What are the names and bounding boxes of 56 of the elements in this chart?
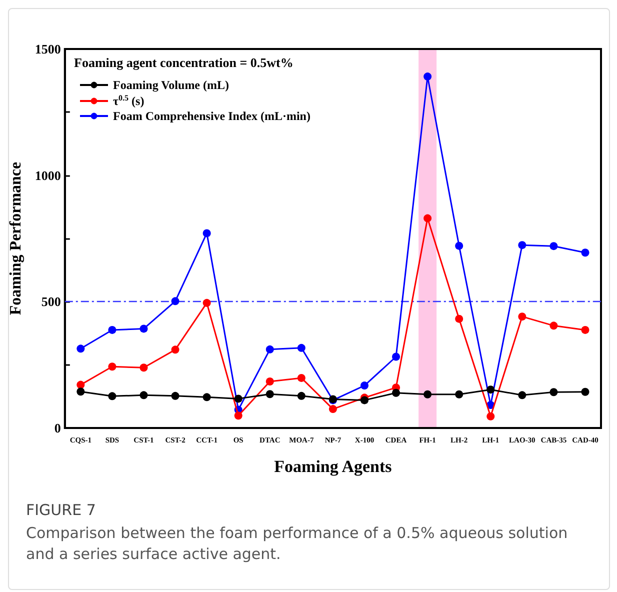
point — [234, 412, 242, 420]
annotation: Foaming agent concentration = 0.5wt% — [74, 55, 294, 70]
point — [581, 248, 590, 257]
point — [76, 344, 85, 353]
point — [234, 394, 242, 403]
point — [140, 324, 148, 333]
point — [455, 242, 464, 250]
point — [486, 386, 495, 394]
point — [76, 388, 85, 396]
point — [108, 326, 116, 334]
point — [140, 391, 148, 400]
point — [455, 314, 464, 323]
point — [171, 346, 180, 354]
point — [108, 392, 116, 400]
y-tick-label: 1000 — [34, 168, 61, 183]
y-axis-title: Foaming Performance — [8, 162, 24, 316]
x-axis-title: Foaming Agents — [274, 457, 392, 476]
point — [360, 396, 368, 404]
point — [424, 72, 432, 81]
point — [581, 326, 590, 334]
point — [392, 352, 400, 361]
point — [297, 374, 306, 382]
point — [455, 390, 464, 398]
y-tick-label: 1500 — [34, 42, 61, 56]
y-tick-label: 500 — [41, 294, 61, 310]
point — [108, 362, 116, 371]
y-tick-label: 0 — [54, 420, 61, 436]
point — [297, 344, 306, 352]
legend-label: Foam Comprehensive Index (mL·min) — [113, 109, 310, 123]
point — [424, 214, 432, 222]
text: Comparison between the foam performance of a 0.5% aqueous solution and a series surface active agent. — [26, 523, 569, 565]
point — [202, 229, 211, 238]
point — [581, 388, 590, 396]
point — [424, 390, 432, 398]
point — [266, 378, 274, 386]
point — [328, 405, 337, 414]
point — [171, 392, 180, 400]
caption: FIGURE 7 — [26, 500, 97, 521]
point — [202, 298, 211, 307]
point — [518, 391, 526, 400]
point — [518, 241, 526, 250]
point — [486, 412, 495, 420]
point — [140, 364, 148, 372]
point — [266, 345, 274, 354]
point — [266, 390, 274, 398]
point — [550, 242, 558, 250]
point — [76, 380, 85, 389]
point — [392, 388, 400, 397]
point — [518, 312, 526, 321]
point — [297, 392, 306, 400]
point — [202, 393, 211, 402]
point — [360, 382, 368, 390]
point — [550, 388, 558, 396]
point — [550, 322, 558, 330]
point — [171, 297, 180, 306]
legend-label: Foaming Volume (mL) — [113, 78, 230, 92]
